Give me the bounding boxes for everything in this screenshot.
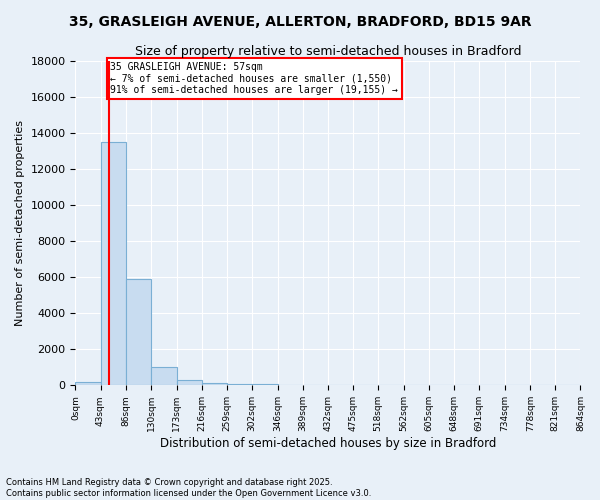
Bar [101, 142, 125, 386]
Title: Size of property relative to semi-detached houses in Bradford: Size of property relative to semi-detach… [135, 45, 521, 58]
Text: 35 GRASLEIGH AVENUE: 57sqm
← 7% of semi-detached houses are smaller (1,550)
91% : 35 GRASLEIGH AVENUE: 57sqm ← 7% of semi-… [110, 62, 398, 96]
Bar [125, 279, 151, 386]
Bar [227, 384, 252, 386]
Bar [151, 368, 176, 386]
Bar [176, 380, 202, 386]
Text: Contains HM Land Registry data © Crown copyright and database right 2025.
Contai: Contains HM Land Registry data © Crown c… [6, 478, 371, 498]
X-axis label: Distribution of semi-detached houses by size in Bradford: Distribution of semi-detached houses by … [160, 437, 496, 450]
Bar [76, 382, 101, 386]
Y-axis label: Number of semi-detached properties: Number of semi-detached properties [15, 120, 25, 326]
Text: 35, GRASLEIGH AVENUE, ALLERTON, BRADFORD, BD15 9AR: 35, GRASLEIGH AVENUE, ALLERTON, BRADFORD… [68, 15, 532, 29]
Bar [202, 382, 227, 386]
Bar [252, 384, 278, 386]
